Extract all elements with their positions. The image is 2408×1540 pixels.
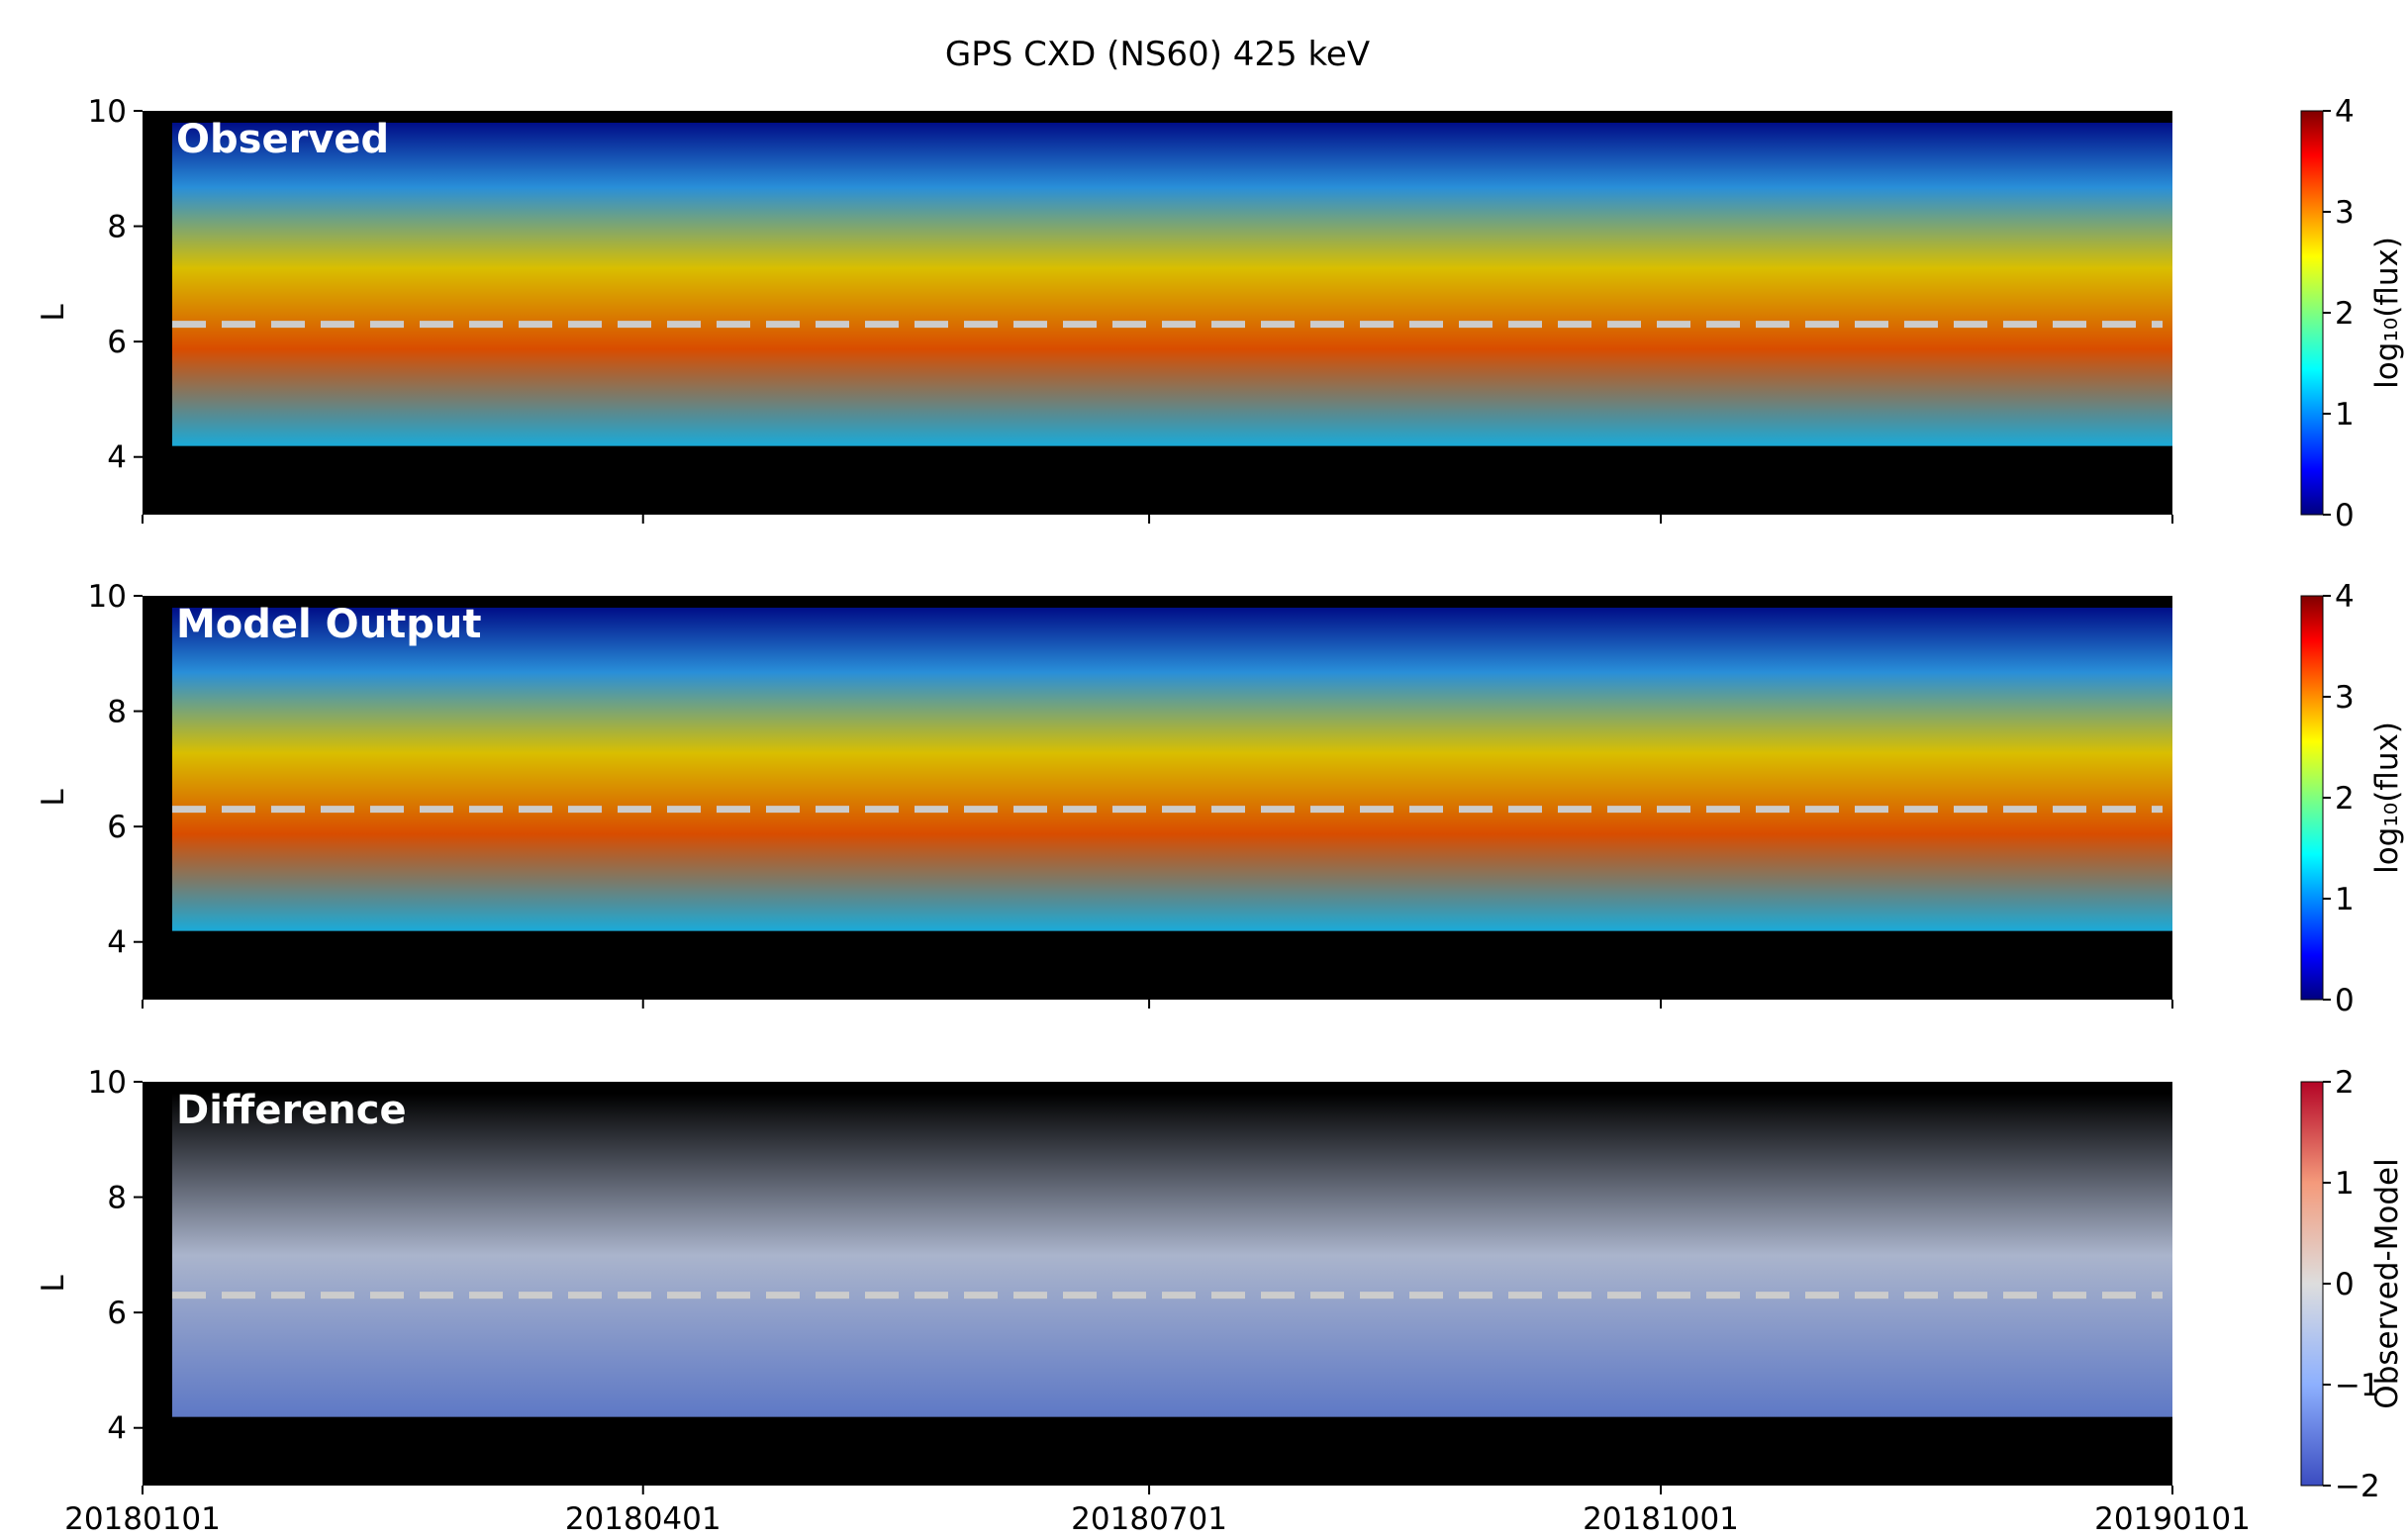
y-tick-label: 4 — [107, 925, 127, 961]
colorbar — [2300, 595, 2324, 1001]
colorbar-tick-label: 1 — [2335, 1166, 2355, 1202]
y-tick-label: 6 — [107, 1296, 127, 1331]
colorbar-tick-label: 2 — [2335, 1065, 2355, 1101]
x-tick-label: 20180701 — [1071, 1501, 1227, 1537]
colorbar — [2300, 1081, 2324, 1487]
colorbar-tick-label: 0 — [2335, 1267, 2355, 1302]
panel-label: Difference — [176, 1088, 407, 1133]
y-axis-label: L — [36, 1275, 71, 1293]
y-tick-label: 8 — [107, 695, 127, 730]
colorbar-tick-label: 2 — [2335, 781, 2355, 817]
y-tick-label: 10 — [88, 1065, 127, 1101]
x-tick-label: 20181001 — [1583, 1501, 1739, 1537]
y-tick-label: 10 — [88, 94, 127, 130]
colorbar-tick-label: 3 — [2335, 195, 2355, 231]
colorbar-tick-label: 4 — [2335, 579, 2355, 615]
colorbar — [2300, 110, 2324, 516]
x-tick-label: 20180401 — [565, 1501, 722, 1537]
chart-title: GPS CXD (NS60) 425 keV — [945, 35, 1370, 74]
colorbar-tick-label: 0 — [2335, 983, 2355, 1018]
panel-label: Observed — [176, 117, 389, 162]
colorbar-tick-label: 3 — [2335, 680, 2355, 716]
colorbar-tick-label: 4 — [2335, 94, 2355, 130]
heatmap-field — [172, 123, 2172, 446]
y-axis-label: L — [36, 789, 71, 807]
colorbar-tick-label: 1 — [2335, 397, 2355, 433]
colorbar-tick-label: −2 — [2335, 1469, 2380, 1504]
y-tick-label: 10 — [88, 579, 127, 615]
y-tick-label: 8 — [107, 1181, 127, 1216]
colorbar-tick-label: 2 — [2335, 296, 2355, 332]
colorbar-tick-label: 0 — [2335, 498, 2355, 533]
heatmap-field — [172, 1094, 2172, 1417]
colorbar-label: Observed-Model — [2369, 1158, 2405, 1408]
y-tick-label: 6 — [107, 810, 127, 845]
heatmap-field — [172, 608, 2172, 931]
x-tick-label: 20190101 — [2094, 1501, 2251, 1537]
panel-label: Model Output — [176, 602, 482, 647]
y-axis-label: L — [36, 304, 71, 322]
colorbar-tick-label: −1 — [2335, 1368, 2380, 1403]
colorbar-tick-label: 1 — [2335, 882, 2355, 917]
y-tick-label: 4 — [107, 440, 127, 476]
y-tick-label: 6 — [107, 325, 127, 360]
y-tick-label: 8 — [107, 210, 127, 245]
colorbar-label: log₁₀(flux) — [2369, 237, 2405, 389]
y-tick-label: 4 — [107, 1411, 127, 1447]
x-tick-label: 20180101 — [64, 1501, 221, 1537]
colorbar-label: log₁₀(flux) — [2369, 722, 2405, 874]
